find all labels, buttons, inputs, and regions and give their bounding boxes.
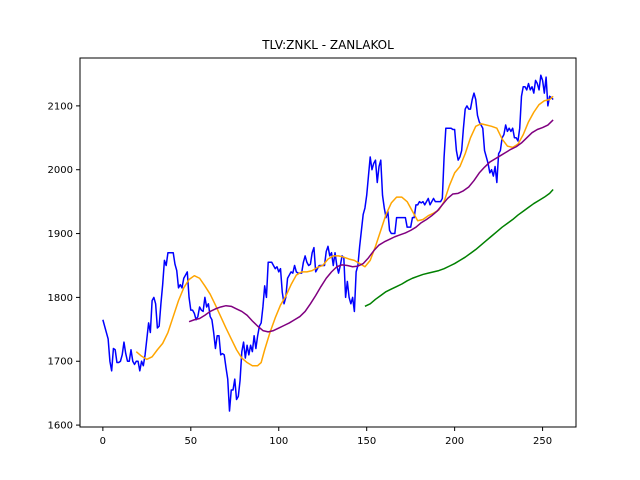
y-tick-label: 1900 xyxy=(48,229,73,240)
y-tick-label: 1800 xyxy=(48,293,73,304)
series-line-1 xyxy=(102,74,554,412)
x-tick-label: 250 xyxy=(533,436,552,447)
series-layer xyxy=(102,74,554,412)
plot-frame xyxy=(79,57,577,428)
y-tick-label: 1700 xyxy=(48,357,73,368)
axes-layer: 0 50 100 150 200 250 1600 1700 1800 1900 2000 2100 xyxy=(48,101,553,447)
chart-title: TLV:ZNKL - ZANLAKOL xyxy=(261,38,394,52)
y-tick-label: 2000 xyxy=(48,165,73,176)
x-tick-label: 100 xyxy=(269,436,288,447)
x-tick-label: 200 xyxy=(445,436,464,447)
y-tick-label: 2100 xyxy=(48,101,73,112)
series-line-2 xyxy=(135,95,554,367)
series-line-3 xyxy=(188,119,554,333)
series-line-4 xyxy=(364,189,554,308)
x-tick-label: 150 xyxy=(357,436,376,447)
y-tick-label: 1600 xyxy=(48,421,73,432)
x-tick-label: 50 xyxy=(184,436,197,447)
x-tick-label: 0 xyxy=(100,436,106,447)
